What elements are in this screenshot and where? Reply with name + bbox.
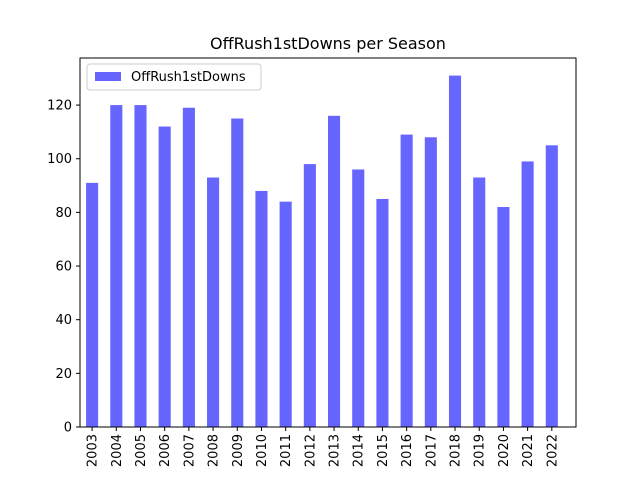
x-tick-label: 2019 xyxy=(473,434,488,467)
bar-2013 xyxy=(328,115,341,427)
legend: OffRush1stDowns xyxy=(86,63,262,91)
x-tick-label: 2021 xyxy=(521,434,536,467)
bar-2007 xyxy=(182,107,195,427)
bar-2021 xyxy=(521,161,534,428)
legend-swatch xyxy=(95,72,121,81)
bar-2020 xyxy=(497,207,510,427)
y-tick-label: 120 xyxy=(47,99,72,114)
plot-frame xyxy=(79,57,577,428)
bar-2022 xyxy=(545,145,558,427)
x-tick-label: 2008 xyxy=(207,434,222,467)
x-tick-label: 2017 xyxy=(424,434,439,467)
x-tick-label: 2020 xyxy=(497,434,512,467)
bar-2009 xyxy=(231,118,244,427)
bar-2004 xyxy=(110,105,123,428)
x-tick-label: 2018 xyxy=(449,434,464,467)
bar-2019 xyxy=(473,177,486,427)
x-tick-label: 2016 xyxy=(400,434,415,467)
bar-2018 xyxy=(448,75,462,428)
bar-2003 xyxy=(86,182,99,427)
y-tick-label: 0 xyxy=(64,421,72,436)
bar-2016 xyxy=(400,134,413,427)
chart-title: OffRush1stDowns per Season xyxy=(210,34,446,53)
bar-2006 xyxy=(158,126,171,427)
x-tick-label: 2009 xyxy=(231,434,246,467)
x-tick-label: 2011 xyxy=(279,434,294,467)
x-tick-label: 2005 xyxy=(134,434,149,467)
y-tick-label: 60 xyxy=(55,260,72,275)
x-tick-label: 2010 xyxy=(255,434,270,467)
x-tick-label: 2004 xyxy=(110,434,125,467)
y-tick-label: 40 xyxy=(55,313,72,328)
axes-group: 0 20 40 60 80 100 120 2003 2004 2005 2006 2007 2008 2… xyxy=(47,57,577,467)
bar-2017 xyxy=(424,137,437,427)
x-tick-label: 2013 xyxy=(328,434,343,467)
bar-2005 xyxy=(134,105,147,428)
y-tick-label: 80 xyxy=(55,206,72,221)
y-tick-label: 20 xyxy=(55,367,72,382)
bar-2012 xyxy=(303,164,316,427)
x-tick-label: 2003 xyxy=(86,434,101,467)
bar-2015 xyxy=(376,198,389,427)
x-tick-label: 2007 xyxy=(182,434,197,467)
x-tick-label: 2015 xyxy=(376,434,391,467)
bar-2011 xyxy=(279,201,292,427)
legend-box xyxy=(86,63,262,91)
bar-2010 xyxy=(255,190,268,427)
y-tick-label: 100 xyxy=(47,152,72,167)
x-tick-label: 2012 xyxy=(303,434,318,467)
bar-2014 xyxy=(352,169,365,428)
bars-group xyxy=(86,75,558,428)
x-tick-label: 2022 xyxy=(545,434,560,467)
x-tick-label: 2014 xyxy=(352,434,367,467)
bar-2008 xyxy=(207,177,220,427)
legend-label: OffRush1stDowns xyxy=(131,70,246,85)
x-tick-label: 2006 xyxy=(158,434,173,467)
